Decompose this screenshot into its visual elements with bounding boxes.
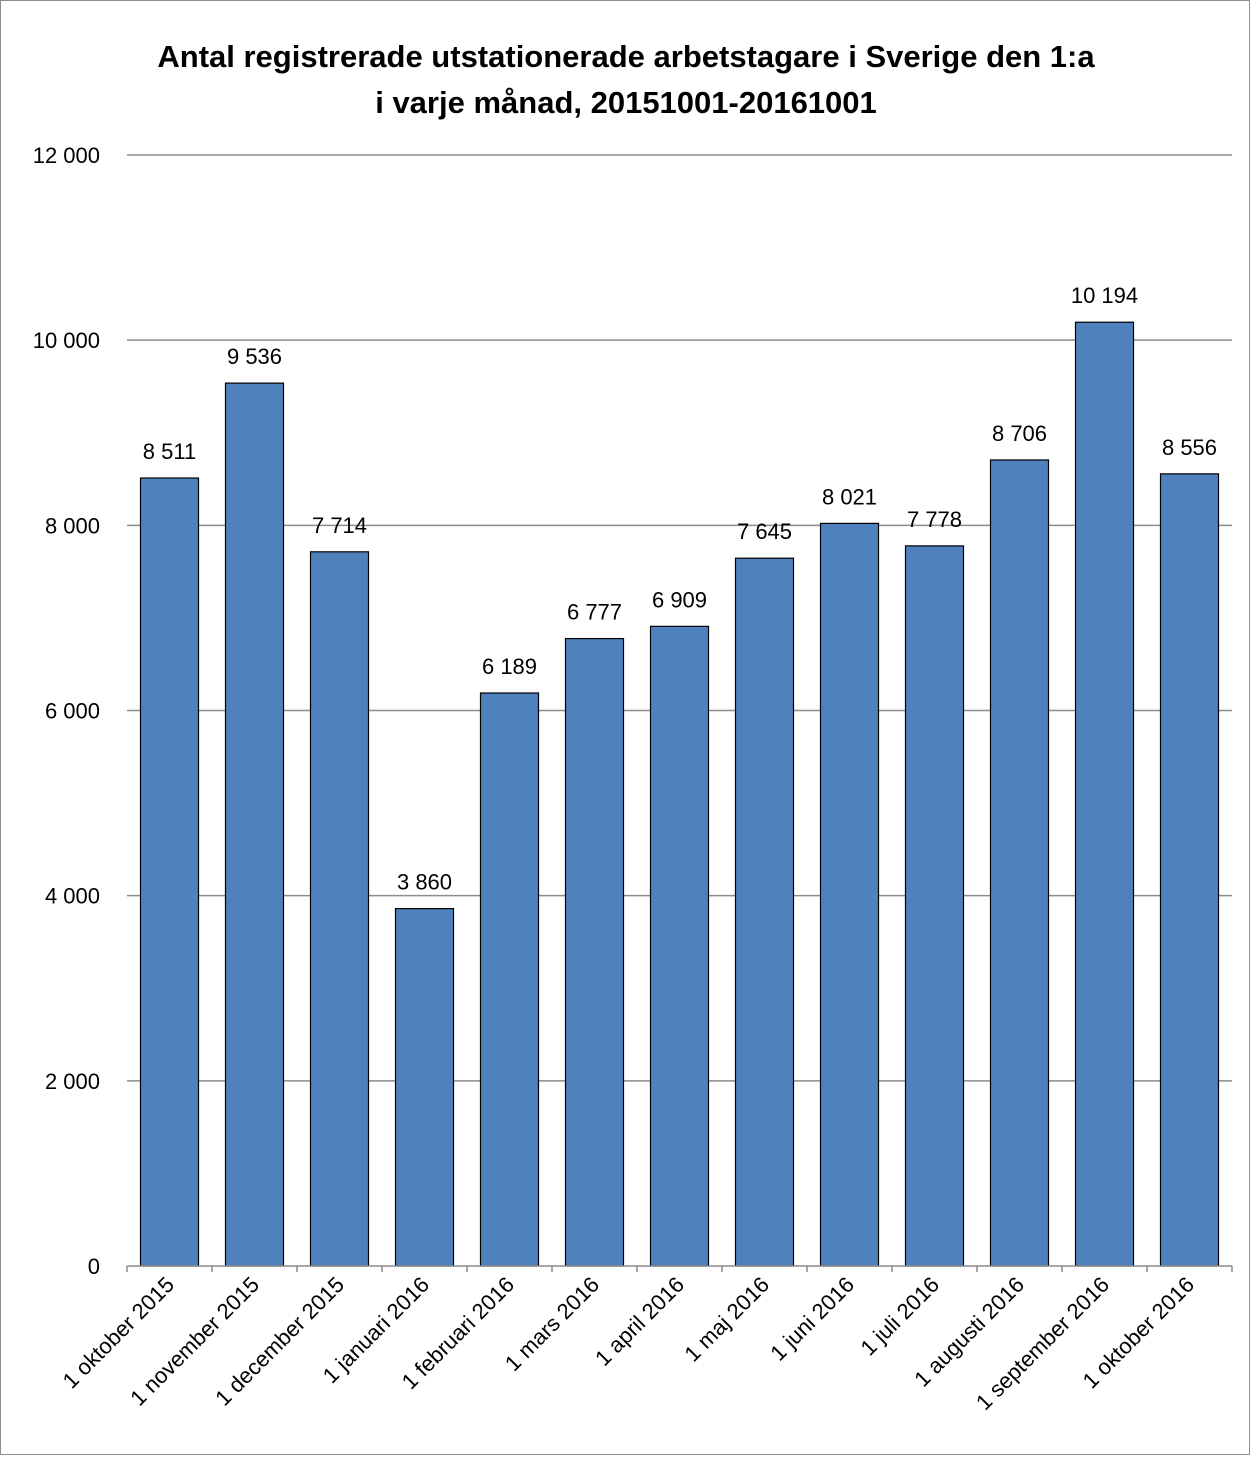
bar (989, 459, 1050, 1267)
data-label: 8 021 (822, 484, 877, 509)
bar (564, 637, 625, 1267)
x-tick-label: 1 april 2016 (590, 1272, 689, 1371)
x-axis (126, 1265, 1233, 1272)
data-label: 6 909 (652, 587, 707, 612)
data-label: 8 556 (1162, 435, 1217, 460)
bar (394, 908, 455, 1267)
x-axis-labels: 1 oktober 20151 november 20151 december … (58, 1272, 1199, 1415)
data-label: 8 511 (143, 439, 196, 464)
bar (734, 557, 795, 1267)
data-label: 8 706 (992, 421, 1047, 446)
bar (479, 692, 540, 1267)
bar (819, 522, 880, 1267)
data-label: 6 189 (482, 654, 537, 679)
bar (649, 625, 710, 1267)
bar (309, 551, 370, 1267)
y-tick-label: 12 000 (33, 143, 100, 168)
y-tick-label: 4 000 (45, 884, 100, 909)
bar (1074, 321, 1135, 1267)
data-label: 10 194 (1071, 283, 1138, 308)
x-tick-label: 1 juni 2016 (765, 1272, 859, 1366)
data-label: 3 860 (397, 870, 452, 895)
y-tick-label: 6 000 (45, 699, 100, 724)
y-tick-label: 2 000 (45, 1069, 100, 1094)
x-tick-label: 1 juli 2016 (855, 1272, 944, 1361)
bar (139, 477, 200, 1267)
y-tick-label: 8 000 (45, 513, 100, 538)
chart-title: Antal registrerade utstationerade arbets… (0, 34, 1252, 126)
data-label: 7 714 (312, 513, 367, 538)
y-axis-ticks: 0 2 000 4 000 6 000 8 000 10 000 12 000 (33, 143, 100, 1279)
data-label: 9 536 (227, 344, 282, 369)
x-tick-label: 1 maj 2016 (679, 1272, 774, 1367)
bar (1159, 473, 1220, 1267)
y-tick-label: 0 (88, 1254, 100, 1279)
data-label: 7 778 (907, 507, 962, 532)
data-label: 6 777 (567, 600, 622, 625)
data-labels: 8 511 9 536 7 714 3 860 6 189 6 777 6 909 7 645… (143, 283, 1217, 894)
bar (224, 382, 285, 1267)
bars (139, 321, 1220, 1267)
y-tick-label: 10 000 (33, 328, 100, 353)
chart-title-line-1: Antal registrerade utstationerade arbets… (157, 39, 1095, 74)
bar (904, 545, 965, 1267)
chart-title-line-2: i varje månad, 20151001-20161001 (375, 85, 877, 120)
data-label: 7 645 (737, 519, 792, 544)
